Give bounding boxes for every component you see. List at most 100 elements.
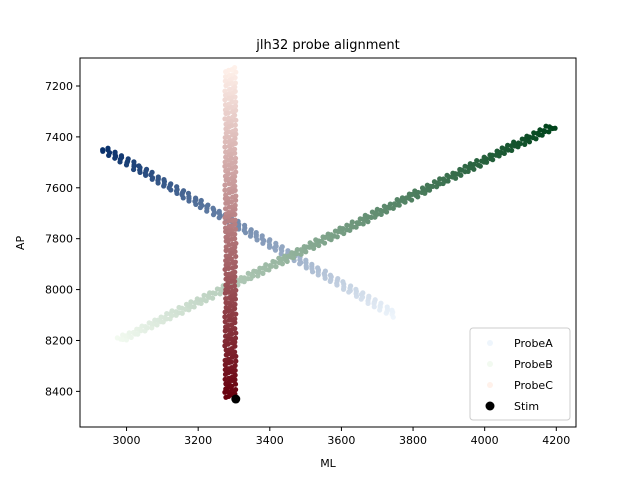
y-tick-label: 7400	[45, 131, 73, 144]
data-point	[233, 311, 239, 317]
data-point	[217, 291, 223, 297]
data-point	[303, 257, 309, 263]
data-point	[372, 297, 378, 303]
data-point	[125, 156, 131, 162]
data-point	[294, 247, 300, 253]
data-point	[374, 211, 380, 217]
data-point	[222, 74, 229, 80]
data-point	[222, 163, 228, 169]
data-point	[223, 394, 229, 400]
legend-box	[469, 327, 571, 421]
data-point	[285, 248, 291, 254]
data-point	[341, 230, 347, 237]
data-point	[223, 244, 229, 250]
data-point	[322, 268, 328, 274]
data-point	[445, 178, 451, 184]
data-point	[229, 354, 235, 360]
data-point	[284, 258, 290, 265]
data-point	[489, 152, 495, 158]
data-point	[539, 132, 545, 138]
data-point	[360, 290, 366, 296]
data-point	[389, 307, 395, 313]
data-point	[273, 240, 279, 246]
data-point	[179, 310, 185, 316]
data-point	[222, 328, 228, 334]
data-point	[384, 304, 390, 310]
data-point	[222, 134, 228, 141]
data-point	[149, 325, 155, 331]
data-point	[233, 99, 239, 105]
data-point	[248, 227, 254, 233]
data-point	[409, 197, 415, 203]
data-point	[446, 174, 452, 180]
data-point	[229, 308, 235, 314]
data-point	[279, 244, 285, 250]
legend-marker	[487, 340, 493, 346]
data-point	[222, 195, 228, 202]
data-point	[328, 237, 334, 243]
data-point	[378, 300, 384, 306]
data-point	[222, 362, 228, 368]
data-point	[511, 139, 517, 145]
data-point	[222, 88, 228, 94]
data-point	[437, 176, 443, 182]
data-point	[356, 220, 362, 227]
data-point	[223, 300, 229, 306]
data-point	[188, 299, 194, 305]
x-tick-label: 3400	[256, 434, 284, 447]
data-point	[399, 195, 405, 201]
data-point	[526, 139, 533, 145]
data-point	[250, 273, 256, 279]
data-point	[222, 182, 228, 188]
data-point	[349, 219, 355, 225]
data-point	[458, 172, 464, 178]
data-point	[222, 214, 228, 221]
data-point	[212, 291, 219, 297]
data-point	[223, 324, 229, 330]
data-point	[223, 83, 229, 89]
data-point	[452, 175, 459, 181]
data-point	[180, 188, 187, 194]
data-point	[233, 253, 239, 260]
legend-label: ProbeC	[514, 379, 553, 392]
data-point	[266, 267, 272, 273]
data-point	[353, 224, 359, 230]
data-point	[222, 159, 228, 165]
data-point	[191, 304, 197, 310]
data-point	[222, 319, 228, 325]
legend: ProbeA ProbeB ProbeC Stim	[469, 327, 571, 421]
data-point	[387, 201, 393, 207]
data-point	[222, 187, 228, 193]
data-point	[233, 197, 239, 203]
data-point	[316, 242, 322, 249]
data-point	[229, 165, 235, 172]
data-point	[430, 183, 436, 190]
data-point	[268, 263, 275, 269]
data-point	[222, 144, 228, 150]
data-point	[233, 330, 239, 336]
data-point	[222, 376, 228, 382]
data-point	[222, 266, 228, 273]
data-point	[360, 221, 366, 227]
data-point	[222, 343, 228, 349]
data-point	[203, 298, 209, 304]
data-point	[303, 249, 309, 255]
data-point	[241, 279, 247, 285]
data-point	[100, 147, 106, 153]
ticks-layer: 3000 3200 3400 3600 3800 4000 4200 7200 7400 7600…	[45, 80, 570, 447]
data-point	[222, 309, 228, 315]
data-point	[222, 371, 229, 377]
data-point	[169, 312, 175, 318]
data-point	[169, 308, 175, 314]
data-point	[222, 92, 229, 98]
data-point	[517, 141, 523, 147]
data-point	[260, 270, 266, 277]
data-point	[223, 177, 229, 183]
data-point	[222, 139, 228, 145]
data-point	[471, 166, 477, 172]
data-point	[522, 141, 528, 147]
data-point	[315, 265, 321, 271]
data-point	[272, 259, 278, 265]
data-point	[223, 296, 229, 302]
